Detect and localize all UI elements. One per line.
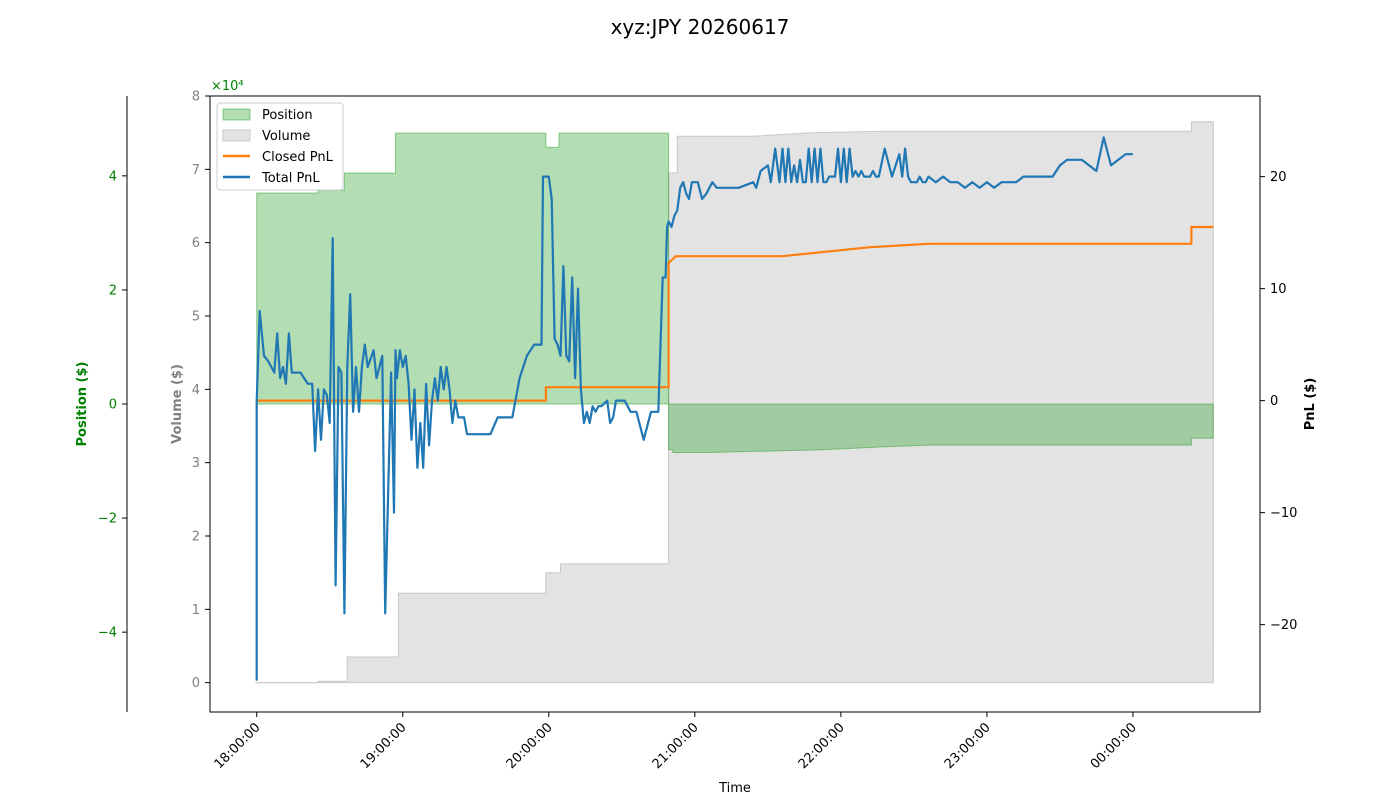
volume-tick-label: 8: [192, 90, 200, 105]
pnl-tick-label: −20: [1270, 618, 1297, 633]
position-tick-label: 0: [109, 398, 117, 413]
legend-label-total-pnl: Total PnL: [261, 171, 320, 186]
volume-area: [255, 121, 1214, 684]
x-tick-label: 21:00:00: [650, 720, 702, 772]
pnl-tick-label: −10: [1270, 506, 1297, 521]
total-pnl-line: [255, 136, 1133, 681]
pnl-axis: −20 −10 0 10 20: [1260, 170, 1297, 633]
pnl-tick-label: 10: [1270, 282, 1287, 297]
volume-axis-scale: ×10⁴: [211, 79, 244, 94]
x-tick-label: 23:00:00: [942, 720, 994, 772]
plot-area: [255, 121, 1214, 684]
position-axis: −4 −2 0 2 4: [98, 96, 128, 712]
legend-swatch-position: [222, 108, 251, 121]
volume-tick-label: 4: [192, 383, 200, 398]
volume-tick-label: 5: [192, 310, 200, 325]
volume-tick-label: 1: [192, 603, 200, 618]
pnl-axis-label: PnL ($): [1303, 378, 1318, 431]
pnl-tick-label: 20: [1270, 170, 1287, 185]
chart-title: xyz:JPY 20260617: [611, 15, 790, 39]
legend: Position Volume Closed PnL Total PnL: [216, 102, 344, 191]
x-axis: 18:00:00 19:00:00 20:00:00 21:00:00 22:00:00…: [212, 712, 1140, 772]
x-tick-label: 20:00:00: [504, 720, 556, 772]
volume-tick-label: 0: [192, 676, 200, 691]
x-tick-label: 18:00:00: [212, 720, 264, 772]
volume-tick-label: 2: [192, 530, 200, 545]
volume-tick-label: 3: [192, 456, 200, 471]
volume-tick-label: 7: [192, 163, 200, 178]
position-tick-label: 2: [109, 283, 117, 298]
pnl-tick-label: 0: [1270, 394, 1278, 409]
plot-frame: [209, 95, 1261, 713]
position-tick-label: −2: [98, 512, 117, 527]
position-area: [256, 132, 1214, 453]
closed-pnl-line: [256, 225, 1214, 402]
legend-label-closed-pnl: Closed PnL: [262, 150, 334, 165]
legend-label-position: Position: [262, 108, 313, 123]
position-tick-label: 4: [109, 169, 117, 184]
legend-label-volume: Volume: [262, 129, 310, 144]
legend-swatch-volume: [222, 129, 251, 142]
volume-axis-label: Volume ($): [170, 364, 185, 444]
x-tick-label: 00:00:00: [1088, 720, 1140, 772]
x-tick-label: 19:00:00: [358, 720, 410, 772]
position-tick-label: −4: [98, 626, 117, 641]
volume-axis: 0 1 2 3 4 5 6 7 8: [192, 90, 210, 691]
position-axis-label: Position ($): [75, 362, 90, 447]
volume-tick-label: 6: [192, 236, 200, 251]
x-tick-label: 22:00:00: [796, 720, 848, 772]
legend-box: [216, 102, 344, 191]
x-axis-label: Time: [718, 781, 751, 796]
